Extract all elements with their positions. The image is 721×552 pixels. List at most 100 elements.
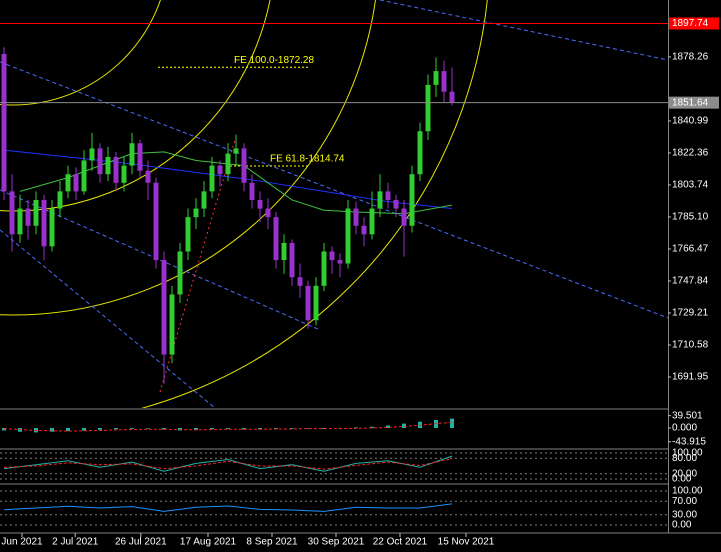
candle-body bbox=[97, 148, 103, 175]
candle-body bbox=[25, 208, 31, 226]
candle-body bbox=[289, 242, 295, 278]
fib-trend-line bbox=[159, 139, 236, 393]
histogram-bar bbox=[146, 428, 150, 429]
candle-body bbox=[297, 277, 303, 286]
candle-body bbox=[1, 53, 7, 192]
x-tick-label: 22 Oct 2021 bbox=[373, 537, 428, 548]
indicator-line bbox=[3, 455, 453, 472]
candle-body bbox=[401, 208, 407, 226]
y-tick-label: 0.000 bbox=[672, 423, 697, 434]
candle-body bbox=[353, 208, 359, 226]
channel-line bbox=[379, 0, 668, 61]
candle-body bbox=[41, 199, 47, 247]
candle-body bbox=[169, 294, 175, 355]
candle-body bbox=[369, 208, 375, 235]
candle-body bbox=[409, 174, 415, 226]
candle-body bbox=[33, 199, 39, 226]
candle-body bbox=[81, 160, 87, 192]
y-tick-label: 1766.47 bbox=[672, 244, 709, 255]
histogram-bar bbox=[130, 428, 134, 429]
y-tick-label: 1822.36 bbox=[672, 148, 709, 159]
candle-body bbox=[393, 199, 399, 209]
main-plot: FE 100.0-1872.28 FE 61.8-1814.74 bbox=[1, 47, 455, 384]
candle-body bbox=[49, 208, 55, 247]
candle-body bbox=[73, 174, 79, 192]
candle-body bbox=[385, 191, 391, 200]
candle-body bbox=[201, 191, 207, 209]
candle-body bbox=[313, 285, 319, 321]
candle-body bbox=[9, 191, 15, 235]
histogram-bar bbox=[114, 428, 118, 430]
indicator-panel bbox=[0, 452, 668, 480]
histogram-bar bbox=[66, 428, 70, 432]
indicator-line bbox=[3, 458, 453, 470]
candle-body bbox=[129, 143, 135, 166]
y-tick-label: 1729.21 bbox=[672, 308, 709, 319]
candle-body bbox=[161, 260, 167, 355]
candle-body bbox=[329, 251, 335, 261]
candle-body bbox=[209, 165, 215, 192]
y-tick-label: 1710.58 bbox=[672, 340, 709, 351]
histogram-bar bbox=[402, 423, 406, 428]
candle-body bbox=[113, 157, 119, 183]
histogram-bar bbox=[210, 428, 214, 430]
x-tick-label: 30 Sep 2021 bbox=[308, 537, 365, 548]
x-tick-label: 26 Jul 2021 bbox=[115, 537, 167, 548]
candle-body bbox=[241, 148, 247, 183]
y-tick-label: 0.00 bbox=[672, 520, 692, 531]
candle-body bbox=[425, 84, 431, 132]
candle-body bbox=[185, 217, 191, 252]
x-tick-label: 8 Sep 2021 bbox=[246, 537, 298, 548]
fan-arc bbox=[0, 0, 161, 106]
histogram-bar bbox=[98, 428, 102, 430]
fib-label: FE 100.0-1872.28 bbox=[234, 55, 314, 66]
y-tick-label: 30.00 bbox=[672, 509, 697, 520]
candle-body bbox=[233, 148, 239, 154]
histogram-bar bbox=[306, 428, 310, 429]
x-tick-label: 17 Aug 2021 bbox=[180, 537, 237, 548]
candle-body bbox=[145, 170, 151, 183]
fib-label: FE 61.8-1814.74 bbox=[270, 154, 345, 165]
candle-body bbox=[217, 165, 223, 175]
histogram-bar bbox=[370, 426, 374, 428]
x-tick-label: 2 Jul 2021 bbox=[52, 537, 99, 548]
histogram-bar bbox=[450, 418, 454, 428]
y-tick-label: 80.00 bbox=[672, 453, 697, 464]
y-tick-label: 70.00 bbox=[672, 496, 697, 507]
candle-body bbox=[137, 143, 143, 171]
y-tick-label: 39.501 bbox=[672, 410, 703, 421]
candle-body bbox=[17, 208, 23, 235]
y-tick-label: 100.00 bbox=[672, 486, 703, 497]
indicator-panel bbox=[2, 418, 454, 433]
y-tick-label: 20.00 bbox=[672, 468, 697, 479]
y-tick-label: 1803.74 bbox=[672, 180, 709, 191]
candle-body bbox=[65, 174, 71, 192]
histogram-bar bbox=[194, 428, 198, 430]
y-tick-label: 1785.10 bbox=[672, 212, 709, 223]
candle-body bbox=[89, 148, 95, 161]
frame bbox=[0, 0, 721, 534]
histogram-bar bbox=[386, 425, 390, 428]
candle-body bbox=[337, 260, 343, 264]
histogram-bar bbox=[258, 428, 262, 430]
candle-body bbox=[193, 208, 199, 218]
candle-body bbox=[305, 285, 311, 321]
candle-body bbox=[57, 191, 63, 209]
channel-line bbox=[0, 229, 216, 408]
histogram-bar bbox=[226, 428, 230, 429]
candle-body bbox=[377, 191, 383, 209]
y-tick-label: 1747.84 bbox=[672, 276, 709, 287]
x-tick-label: 15 Nov 2021 bbox=[438, 537, 495, 548]
indicator-panel bbox=[0, 490, 668, 526]
candle-body bbox=[361, 225, 367, 235]
y-tick-label: 1878.26 bbox=[672, 52, 709, 63]
candle-body bbox=[433, 71, 439, 85]
histogram-bar bbox=[50, 428, 54, 432]
candle-body bbox=[153, 182, 159, 261]
candle-body bbox=[345, 208, 351, 264]
candle-body bbox=[441, 71, 447, 92]
histogram-bar bbox=[290, 428, 294, 429]
price-label: 1897.74 bbox=[672, 18, 709, 29]
fan-arc bbox=[0, 0, 376, 316]
